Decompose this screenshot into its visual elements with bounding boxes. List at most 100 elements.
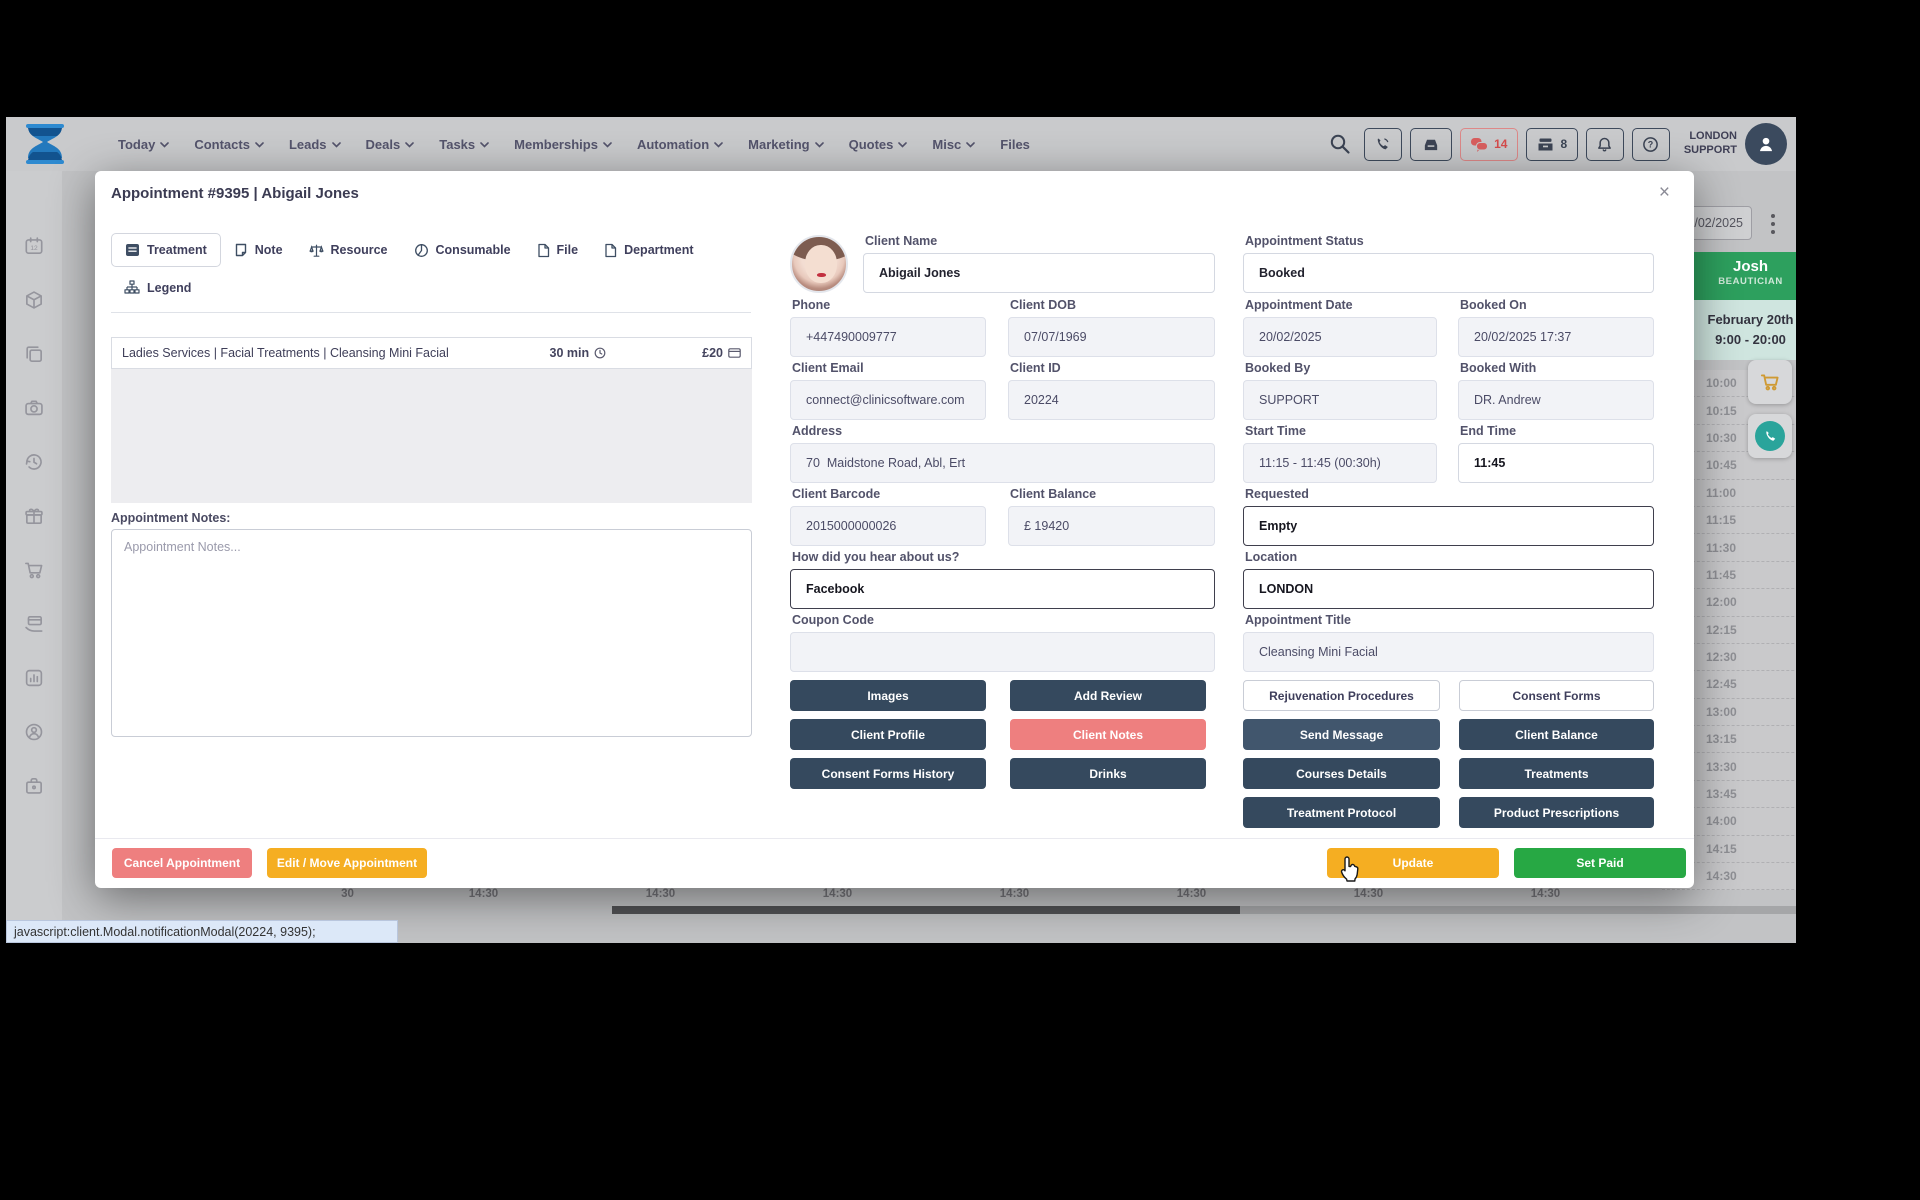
client-dob-field[interactable]: 07/07/1969 [1008,317,1215,357]
action-button[interactable]: Consent Forms [1459,680,1654,711]
tab-note[interactable]: Note [221,234,296,266]
sidebar-case-icon[interactable] [23,775,45,797]
client-id-field[interactable]: 20224 [1008,380,1215,420]
tab-resource[interactable]: Resource [296,234,401,267]
pie-chart-icon [414,243,428,257]
nav-menu-item[interactable]: Memberships [514,137,612,152]
client-barcode-field[interactable]: 2015000000026 [790,506,986,546]
action-button[interactable]: Add Review [1010,680,1206,711]
booked-with-field[interactable]: DR. Andrew [1458,380,1654,420]
tab-file[interactable]: File [524,234,592,267]
nav-menu-item[interactable]: Contacts [194,137,264,152]
sidebar-stock-icon[interactable] [23,289,45,311]
tab-consumable[interactable]: Consumable [401,234,524,267]
action-button[interactable]: Client Balance [1459,719,1654,750]
action-button[interactable]: Consent Forms History [790,758,986,789]
treatment-name: Ladies Services | Facial Treatments | Cl… [122,346,449,360]
cancel-appointment-button[interactable]: Cancel Appointment [112,848,252,878]
sidebar-calendar-icon[interactable]: 12 [23,235,45,257]
tab-treatment[interactable]: Treatment [111,233,221,267]
appointment-date-field[interactable]: 20/02/2025 [1243,317,1437,357]
inbox-button[interactable] [1409,127,1452,161]
client-avatar[interactable] [790,235,848,293]
clinicsoftware-logo-icon[interactable] [22,124,68,164]
sidebar-payment-icon[interactable] [23,613,45,635]
action-button[interactable]: Courses Details [1243,758,1440,789]
nav-menu-item[interactable]: Deals [366,137,415,152]
nav-menu-item[interactable]: Tasks [439,137,489,152]
set-paid-button[interactable]: Set Paid [1514,848,1686,878]
action-button[interactable]: Send Message [1243,719,1440,750]
treatment-row[interactable]: Ladies Services | Facial Treatments | Cl… [111,337,752,369]
client-name-field[interactable]: Abigail Jones [863,253,1215,293]
action-button[interactable]: Treatment Protocol [1243,797,1440,828]
nav-menu-item[interactable]: Quotes [849,137,908,152]
end-time-field[interactable]: 11:45 [1458,443,1654,483]
tab-label: Legend [147,280,192,295]
floating-phone-button[interactable] [1748,414,1792,458]
action-button[interactable]: Drinks [1010,758,1206,789]
action-button[interactable]: Client Notes [1010,719,1206,750]
location-field[interactable]: LONDON [1243,569,1654,609]
chat-messages-button[interactable]: 14 [1459,127,1518,161]
close-icon[interactable]: × [1658,182,1670,203]
action-button[interactable]: Client Profile [790,719,986,750]
help-button[interactable]: ? [1631,127,1670,161]
kebab-menu-icon[interactable] [1768,211,1778,237]
nav-menu-item[interactable]: Leads [289,137,341,152]
edit-move-appointment-button[interactable]: Edit / Move Appointment [267,848,427,878]
coupon-code-field[interactable] [790,632,1215,672]
booked-on-field[interactable]: 20/02/2025 17:37 [1458,317,1654,357]
client-address-field[interactable]: 70 Maidstone Road, Abl, Ert [790,443,1215,483]
requested-field[interactable]: Empty [1243,506,1654,546]
notifications-button[interactable] [1585,127,1624,161]
sidebar-history-icon[interactable] [23,451,45,473]
action-button[interactable]: Rejuvenation Procedures [1243,680,1440,711]
client-balance-field[interactable]: £ 19420 [1008,506,1215,546]
nav-menu-item[interactable]: Misc [932,137,976,152]
nav-menu-item[interactable]: Automation [637,137,723,152]
search-icon[interactable] [1328,132,1352,156]
sidebar-account-icon[interactable] [23,721,45,743]
tab-legend[interactable]: Legend [111,271,204,304]
field-label: Client Balance [1010,487,1097,501]
nav-menu-item-label: Quotes [848,136,894,152]
sidebar-gift-icon[interactable] [23,505,45,527]
client-phone-field[interactable]: +447490009777 [790,317,986,357]
modal-title: Appointment #9395 | Abigail Jones [111,185,359,202]
action-button[interactable]: Product Prescriptions [1459,797,1654,828]
update-button[interactable]: Update [1327,848,1499,878]
referral-source-field[interactable]: Facebook [790,569,1215,609]
nav-menu-item[interactable]: Today [118,137,170,152]
tab-department[interactable]: Department [591,234,706,267]
booked-by-field[interactable]: SUPPORT [1243,380,1437,420]
till-button[interactable]: 8 [1525,127,1578,161]
nav-menu-item[interactable]: Files [1000,137,1030,152]
horizontal-scrollbar-thumb[interactable] [612,906,1240,914]
chat-count-badge: 14 [1494,137,1508,151]
tab-label: Note [254,243,283,257]
column-time-label: 14:30 [1353,888,1384,900]
floating-cart-button[interactable] [1748,360,1792,404]
phone-circle [1755,421,1785,451]
client-email-field[interactable]: connect@clinicsoftware.com [790,380,986,420]
sidebar-cart-icon[interactable] [23,559,45,581]
note-icon [235,243,246,257]
chevron-down-icon [814,142,824,148]
status-bar: javascript:client.Modal.notificationModa… [6,920,398,943]
phone-calls-button[interactable] [1363,127,1402,161]
duration-text: 30 min [549,346,590,360]
action-button[interactable]: Images [790,680,986,711]
clock-icon [594,347,606,359]
sidebar-reports-icon[interactable] [23,667,45,689]
sidebar-copy-icon[interactable] [23,343,45,365]
nav-menu-item[interactable]: Marketing [748,137,824,152]
sidebar-camera-icon[interactable] [23,397,45,419]
appointment-status-field[interactable]: Booked [1243,253,1654,293]
appointment-notes-textarea[interactable] [111,529,752,737]
person-icon [1759,137,1773,152]
action-button[interactable]: Treatments [1459,758,1654,789]
user-avatar[interactable] [1745,123,1787,165]
start-time-field[interactable]: 11:15 - 11:45 (00:30h) [1243,443,1437,483]
appointment-title-field[interactable]: Cleansing Mini Facial [1243,632,1654,672]
